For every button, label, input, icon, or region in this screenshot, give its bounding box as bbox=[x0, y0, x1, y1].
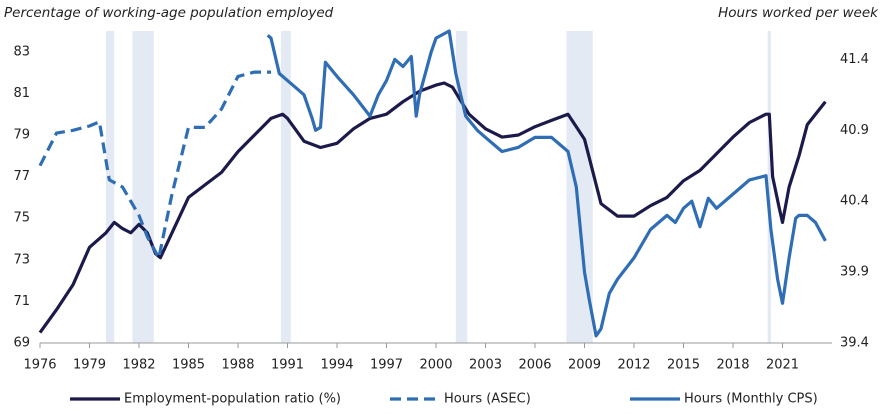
y2-tick-label: 40.4 bbox=[840, 194, 869, 209]
series-line bbox=[38, 81, 827, 334]
recession-band bbox=[132, 31, 154, 343]
x-tick-label: 2000 bbox=[419, 358, 452, 373]
recession-band bbox=[280, 31, 291, 343]
series-line bbox=[266, 29, 827, 338]
series-line bbox=[38, 70, 271, 260]
x-tick-label: 2003 bbox=[469, 358, 502, 373]
y-tick-label: 83 bbox=[13, 44, 30, 59]
y2-tick-label: 40.9 bbox=[840, 123, 869, 138]
y-tick-label: 79 bbox=[13, 128, 30, 143]
x-tick-label: 1982 bbox=[122, 358, 155, 373]
y-tick-label: 71 bbox=[13, 294, 30, 309]
x-tick-label: 2021 bbox=[766, 358, 799, 373]
legend-label: Employment-population ratio (%) bbox=[124, 392, 341, 407]
legend-label: Hours (ASEC) bbox=[444, 392, 531, 407]
legend-label: Hours (Monthly CPS) bbox=[684, 392, 818, 407]
recession-band bbox=[455, 31, 468, 343]
x-tick-label: 1976 bbox=[23, 358, 56, 373]
y-tick-label: 73 bbox=[13, 252, 30, 267]
x-tick-label: 1985 bbox=[172, 358, 205, 373]
x-tick-label: 2015 bbox=[667, 358, 700, 373]
x-tick-label: 2018 bbox=[716, 358, 749, 373]
y-tick-label: 77 bbox=[13, 169, 30, 184]
x-tick-label: 2009 bbox=[568, 358, 601, 373]
x-tick-label: 2006 bbox=[518, 358, 551, 373]
y2-tick-label: 39.9 bbox=[840, 265, 869, 280]
y-tick-label: 81 bbox=[13, 86, 30, 101]
y-tick-label: 69 bbox=[13, 336, 30, 351]
x-tick-label: 1997 bbox=[370, 358, 403, 373]
y-tick-label: 75 bbox=[13, 211, 30, 226]
recession-band bbox=[106, 31, 115, 343]
x-tick-label: 1991 bbox=[271, 358, 304, 373]
left-axis-title: Percentage of working-age population emp… bbox=[4, 5, 334, 21]
x-tick-label: 1979 bbox=[73, 358, 106, 373]
y2-tick-label: 41.4 bbox=[840, 52, 869, 67]
right-axis-title: Hours worked per week bbox=[718, 5, 879, 21]
x-tick-label: 1988 bbox=[221, 358, 254, 373]
x-tick-label: 1994 bbox=[320, 358, 353, 373]
x-tick-label: 2012 bbox=[617, 358, 650, 373]
recession-band bbox=[767, 31, 771, 343]
y2-tick-label: 39.4 bbox=[840, 336, 869, 351]
